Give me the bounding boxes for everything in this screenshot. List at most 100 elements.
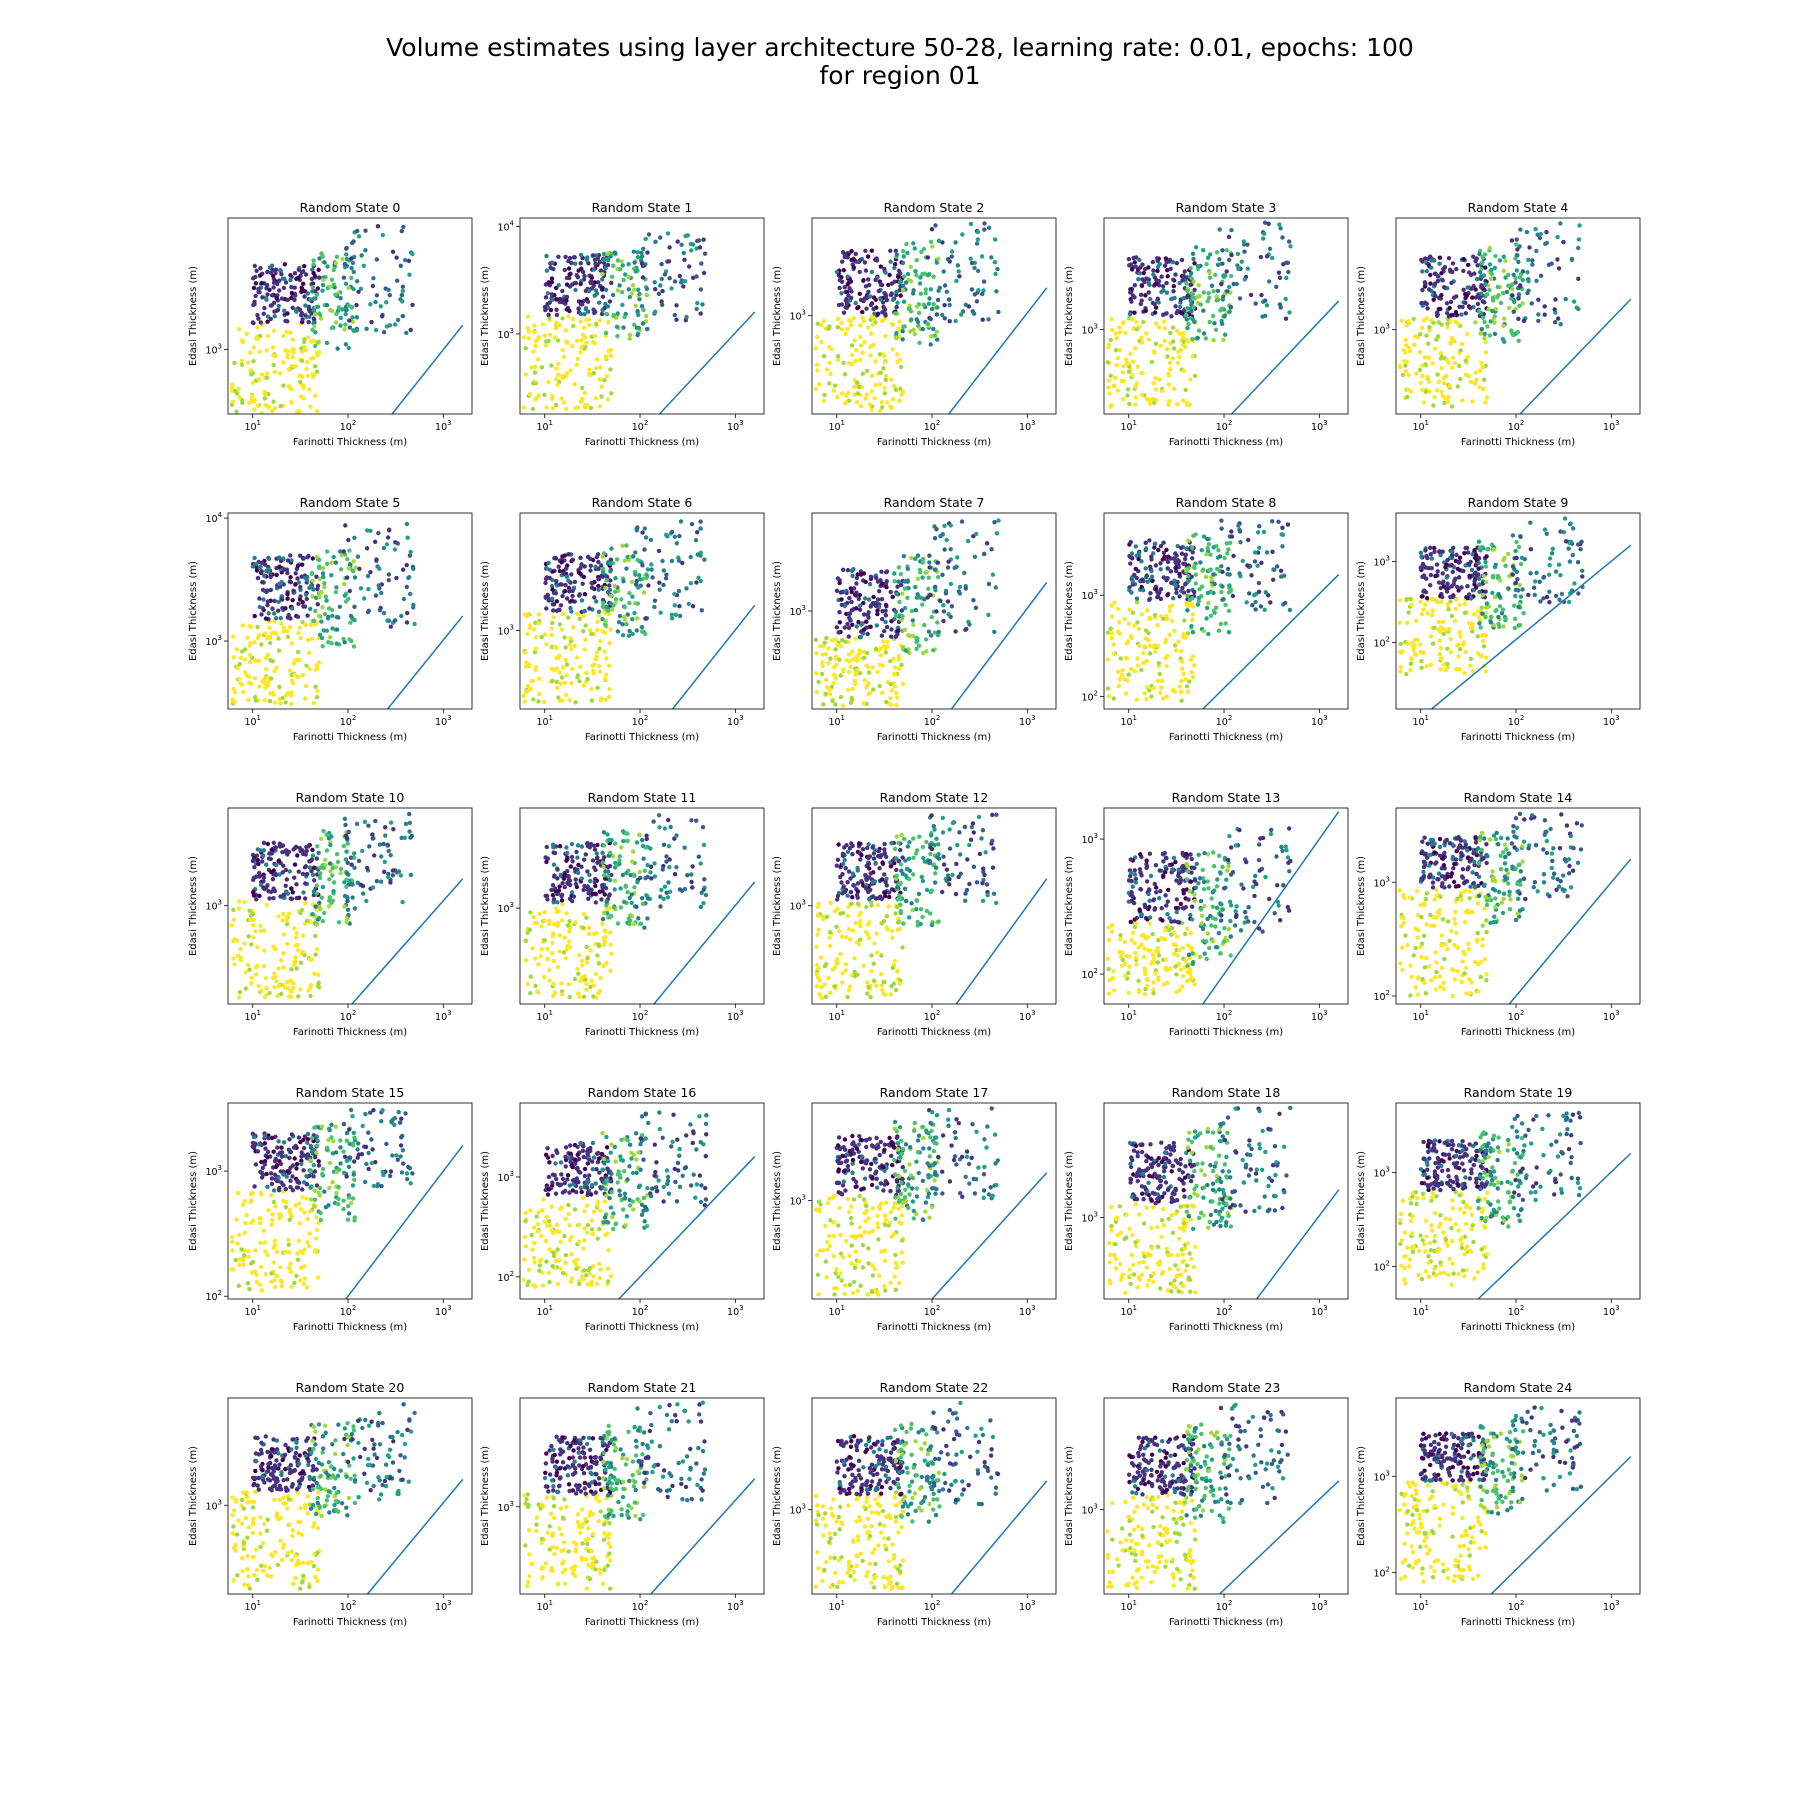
- scatter-point: [1516, 316, 1521, 321]
- scatter-point: [566, 585, 572, 591]
- scatter-point: [1450, 261, 1456, 266]
- scatter-point: [848, 700, 854, 705]
- scatter-point: [582, 346, 587, 351]
- scatter-point: [1442, 400, 1447, 406]
- scatter-point: [845, 568, 851, 573]
- scatter-point: [544, 606, 549, 611]
- scatter-point: [272, 309, 277, 314]
- scatter-point: [1474, 276, 1480, 282]
- scatter-point: [854, 590, 859, 595]
- subplot-title: Random State 9: [1468, 495, 1569, 510]
- scatter-point: [533, 339, 538, 344]
- scatter-point: [325, 264, 330, 269]
- scatter-point: [1432, 625, 1437, 630]
- scatter-point: [311, 338, 316, 344]
- scatter-points: [521, 519, 756, 709]
- scatter-point: [955, 263, 960, 268]
- y-axis-label: Edasi Thickness (m): [772, 266, 783, 366]
- scatter-points: [1397, 516, 1632, 709]
- axes-frame: [1103, 512, 1349, 710]
- tick-exponent: 4: [218, 511, 223, 519]
- scatter-point: [857, 671, 863, 676]
- scatter-point: [285, 596, 290, 601]
- scatter-point: [1430, 361, 1435, 366]
- scatter-point: [231, 655, 236, 660]
- scatter-point: [645, 326, 650, 332]
- scatter-point: [626, 262, 631, 267]
- scatter-point: [1181, 631, 1186, 636]
- scatter-point: [1287, 607, 1293, 613]
- scatter-point: [533, 396, 539, 401]
- x-axis-label: Farinotti Thickness (m): [1461, 437, 1575, 448]
- scatter-point: [1188, 377, 1193, 382]
- scatter-point: [830, 698, 835, 703]
- scatter-point: [908, 264, 914, 269]
- scatter-point: [573, 280, 579, 286]
- scatter-point: [1433, 293, 1438, 299]
- scatter-point: [1156, 661, 1162, 666]
- scatter-point: [1134, 255, 1139, 260]
- scatter-point: [264, 348, 269, 353]
- scatter-point: [289, 558, 294, 563]
- scatter-point: [306, 553, 311, 559]
- scatter-point: [1448, 649, 1454, 655]
- scatter-point: [1241, 239, 1247, 244]
- scatter-point: [1190, 556, 1195, 561]
- scatter-point: [548, 265, 553, 270]
- scatter-point: [592, 333, 598, 339]
- scatter-point: [1129, 635, 1134, 641]
- scatter-point: [281, 932, 287, 937]
- scatter-point: [588, 373, 593, 378]
- scatter-point: [636, 325, 641, 331]
- scatter-point: [571, 323, 576, 329]
- scatter-point: [1172, 295, 1177, 301]
- x-tick-label: 101: [1412, 714, 1429, 728]
- scatter-point: [1155, 643, 1161, 649]
- scatter-point: [1483, 350, 1489, 355]
- scatter-point: [957, 591, 963, 596]
- scatter-point: [267, 635, 273, 640]
- scatter-point: [547, 332, 553, 337]
- scatter-point: [279, 597, 285, 602]
- scatter-point: [643, 535, 649, 540]
- scatter-point: [1409, 656, 1414, 661]
- scatter-point: [681, 284, 686, 289]
- scatter-point: [1288, 244, 1293, 249]
- scatter-point: [880, 690, 885, 695]
- scatter-point: [289, 295, 294, 301]
- scatter-point: [884, 579, 889, 584]
- scatter-point: [887, 272, 892, 278]
- scatter-point: [242, 899, 247, 904]
- scatter-point: [1112, 375, 1118, 381]
- scatter-point: [579, 266, 584, 271]
- scatter-point: [356, 234, 362, 239]
- scatter-point: [896, 565, 902, 570]
- scatter-point: [1440, 594, 1445, 600]
- scatter-point: [1172, 578, 1177, 583]
- scatter-point: [1468, 596, 1474, 601]
- x-tick-label: 101: [828, 419, 845, 433]
- scatter-point: [1484, 554, 1489, 559]
- scatter-point: [914, 639, 919, 645]
- scatter-point: [1138, 265, 1143, 270]
- scatter-point: [554, 599, 559, 604]
- scatter-point: [1437, 255, 1443, 260]
- tick-base: 10: [1508, 422, 1520, 433]
- scatter-point: [1196, 595, 1202, 601]
- scatter-point: [1139, 283, 1145, 288]
- scatter-point: [265, 319, 270, 324]
- scatter-point: [1426, 379, 1432, 384]
- scatter-point: [307, 666, 312, 672]
- scatter-point: [285, 941, 290, 947]
- scatter-point: [900, 614, 905, 619]
- scatter-point: [852, 338, 857, 343]
- scatter-point: [280, 911, 286, 917]
- x-tick-label: 102: [632, 419, 649, 433]
- scatter-point: [652, 280, 657, 285]
- scatter-point: [1166, 402, 1171, 407]
- scatter-point: [1528, 571, 1533, 576]
- scatter-point: [1445, 603, 1451, 608]
- scatter-point: [935, 575, 941, 580]
- scatter-point: [894, 702, 899, 708]
